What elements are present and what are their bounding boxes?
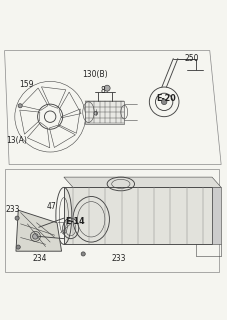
Text: 130(B): 130(B) (81, 70, 107, 79)
Text: 250: 250 (183, 54, 198, 63)
Text: 13(A): 13(A) (6, 136, 27, 145)
Circle shape (81, 252, 85, 256)
Text: 233: 233 (111, 254, 125, 263)
Text: 233: 233 (5, 205, 20, 214)
Polygon shape (85, 101, 124, 124)
Polygon shape (16, 210, 61, 251)
Circle shape (30, 231, 40, 241)
Circle shape (94, 111, 97, 115)
Text: 47: 47 (46, 202, 56, 211)
Polygon shape (64, 187, 211, 244)
Text: 159: 159 (19, 80, 33, 89)
Text: E-20: E-20 (156, 94, 175, 103)
Text: E-14: E-14 (65, 217, 85, 226)
Polygon shape (211, 187, 220, 244)
Circle shape (161, 99, 166, 105)
Circle shape (18, 104, 22, 108)
Circle shape (15, 216, 19, 220)
Circle shape (32, 234, 38, 239)
Circle shape (16, 245, 20, 249)
Polygon shape (64, 177, 220, 187)
Circle shape (104, 85, 110, 91)
Text: 234: 234 (32, 254, 47, 263)
Text: 8: 8 (100, 86, 105, 95)
